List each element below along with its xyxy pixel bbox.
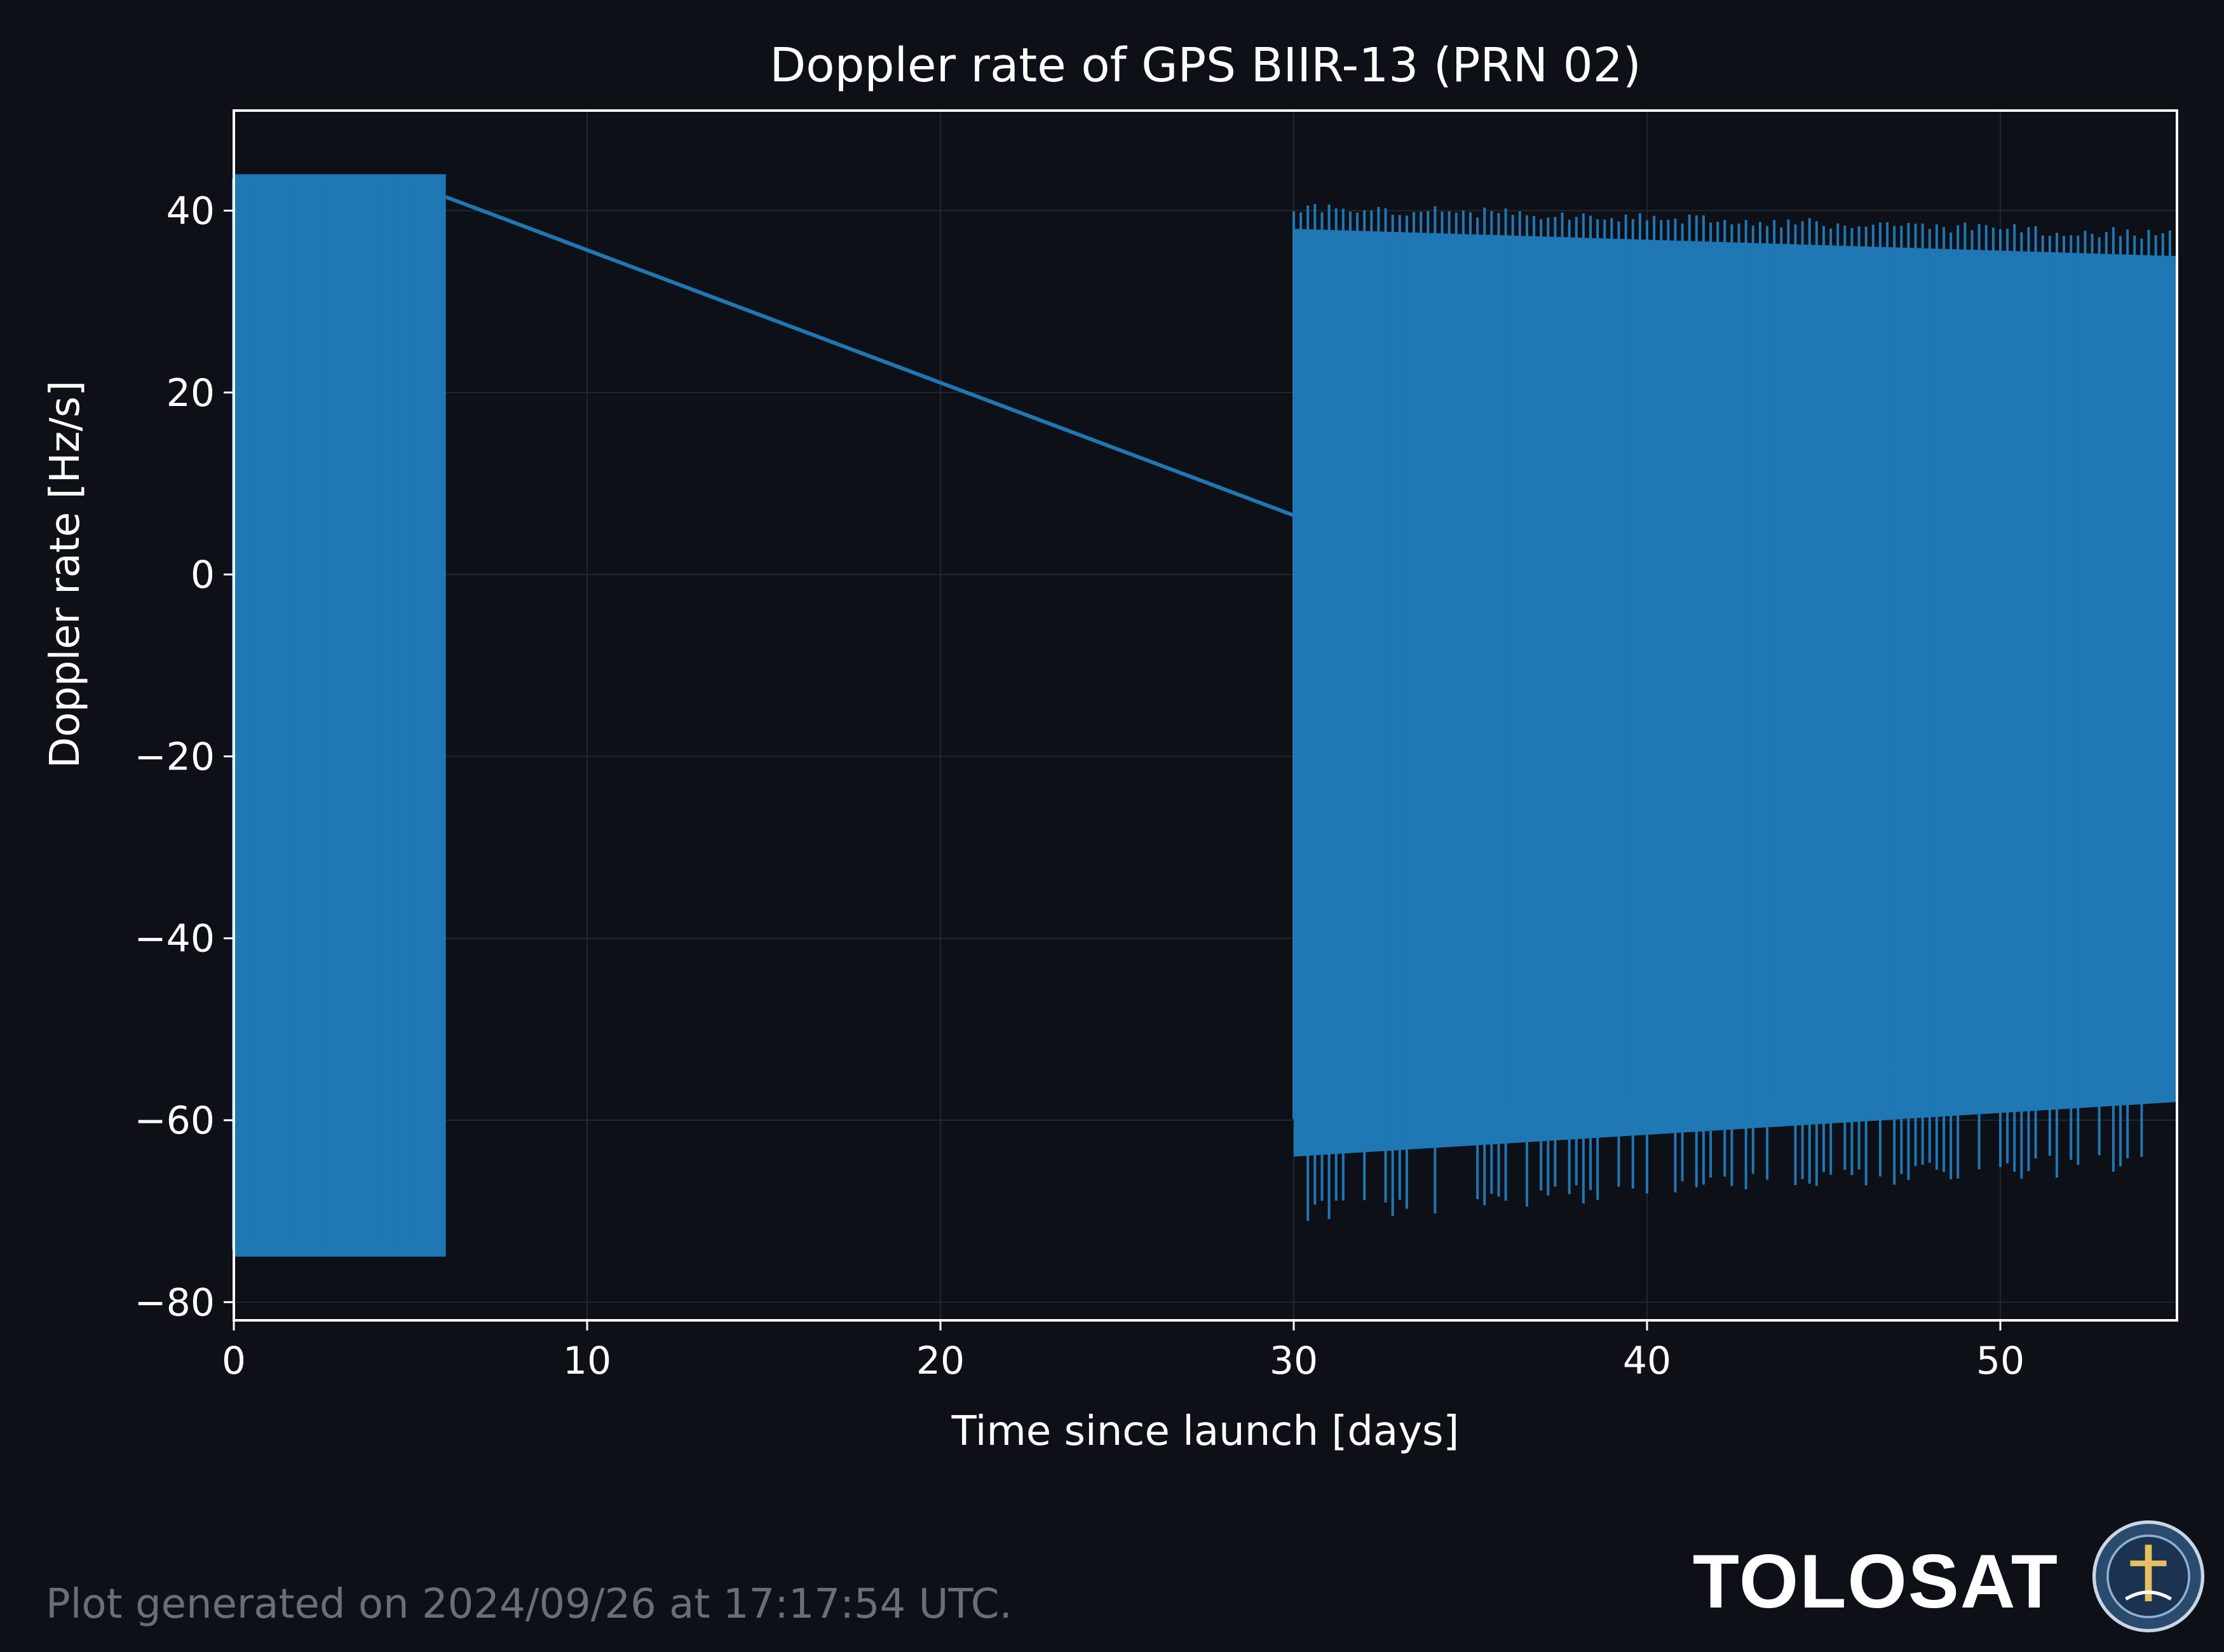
x-tick-label: 30 [1270, 1339, 1318, 1383]
x-tick-label: 0 [222, 1339, 246, 1383]
x-tick-label: 40 [1623, 1339, 1671, 1383]
y-tick-label: −20 [134, 735, 215, 779]
y-tick-label: −40 [134, 917, 215, 961]
plot-generated-note: Plot generated on 2024/09/26 at 17:17:54… [46, 1581, 1012, 1628]
chart-title: Doppler rate of GPS BIIR-13 (PRN 02) [770, 38, 1641, 93]
y-tick-label: 40 [166, 189, 215, 233]
y-tick-label: −80 [134, 1280, 215, 1325]
axis-ticks: 0 10 20 30 40 50 −80 −60 −40 −20 0 20 40 [134, 189, 2024, 1383]
x-tick-label: 10 [563, 1339, 611, 1383]
tolosat-emblem-icon [2092, 1520, 2205, 1633]
x-tick-label: 50 [1976, 1339, 2024, 1383]
y-axis-label: Doppler rate [Hz/s] [42, 381, 89, 768]
x-axis-label: Time since launch [days] [951, 1408, 1460, 1455]
y-tick-label: 20 [166, 371, 215, 416]
data-series [232, 174, 2177, 1257]
plot-area-frame [233, 109, 2178, 1322]
x-tick-label: 20 [916, 1339, 965, 1383]
data-band-late [1294, 229, 2177, 1157]
y-tick-label: −60 [134, 1099, 215, 1143]
y-tick-label: 0 [191, 553, 215, 597]
data-gap-line [445, 195, 1295, 517]
tolosat-wordmark: TOLOSAT [1692, 1539, 2059, 1624]
